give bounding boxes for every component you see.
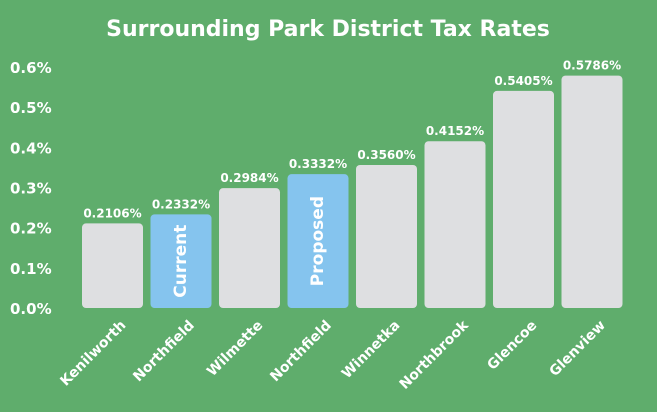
x-tick-label: Northbrook (397, 317, 473, 393)
y-tick-label: 0.3% (10, 180, 52, 198)
bar (493, 90, 554, 308)
x-tick-label: Northfield (267, 318, 335, 386)
y-tick-label: 0.2% (10, 220, 52, 238)
bar-highlighted (150, 214, 212, 308)
y-tick-label: 0.1% (10, 260, 52, 278)
data-label: 0.5405% (494, 74, 552, 88)
x-tick-label: Kenilworth (57, 318, 129, 390)
bar (219, 188, 280, 308)
y-tick-label: 0.4% (10, 139, 52, 157)
y-axis: 0.0% 0.1% 0.2% 0.3% 0.4% 0.5% 0.6% (10, 59, 52, 318)
x-tick-label: Glencoe (484, 318, 540, 374)
x-tick-label: Glenview (547, 317, 609, 379)
x-axis: Kenilworth Northfield Wilmette Northfield Wi… (57, 317, 609, 393)
data-label: 0.2984% (220, 171, 278, 185)
bar (356, 165, 417, 308)
data-label: 0.5786% (563, 59, 621, 73)
bar (424, 141, 486, 308)
bar (82, 223, 143, 308)
bar (561, 75, 623, 308)
y-tick-label: 0.0% (10, 300, 52, 318)
data-label: 0.2332% (152, 197, 210, 211)
data-label: 0.4152% (426, 124, 484, 138)
bar-annotation: Current (171, 225, 191, 298)
y-tick-label: 0.5% (10, 99, 52, 117)
x-tick-label: Wilmette (204, 318, 266, 380)
bars: 0.2106% 0.2332% Current 0.2984% 0.3332% Propo… (82, 59, 623, 308)
bar-highlighted (287, 174, 349, 308)
x-tick-label: Winnetka (339, 318, 403, 382)
data-label: 0.3560% (357, 148, 415, 162)
x-tick-label: Northfield (130, 318, 198, 386)
data-label: 0.3332% (289, 157, 347, 171)
chart-title: Surrounding Park District Tax Rates (106, 17, 550, 42)
y-tick-label: 0.6% (10, 59, 52, 77)
bar-annotation: Proposed (308, 196, 328, 286)
data-label: 0.2106% (83, 206, 141, 220)
